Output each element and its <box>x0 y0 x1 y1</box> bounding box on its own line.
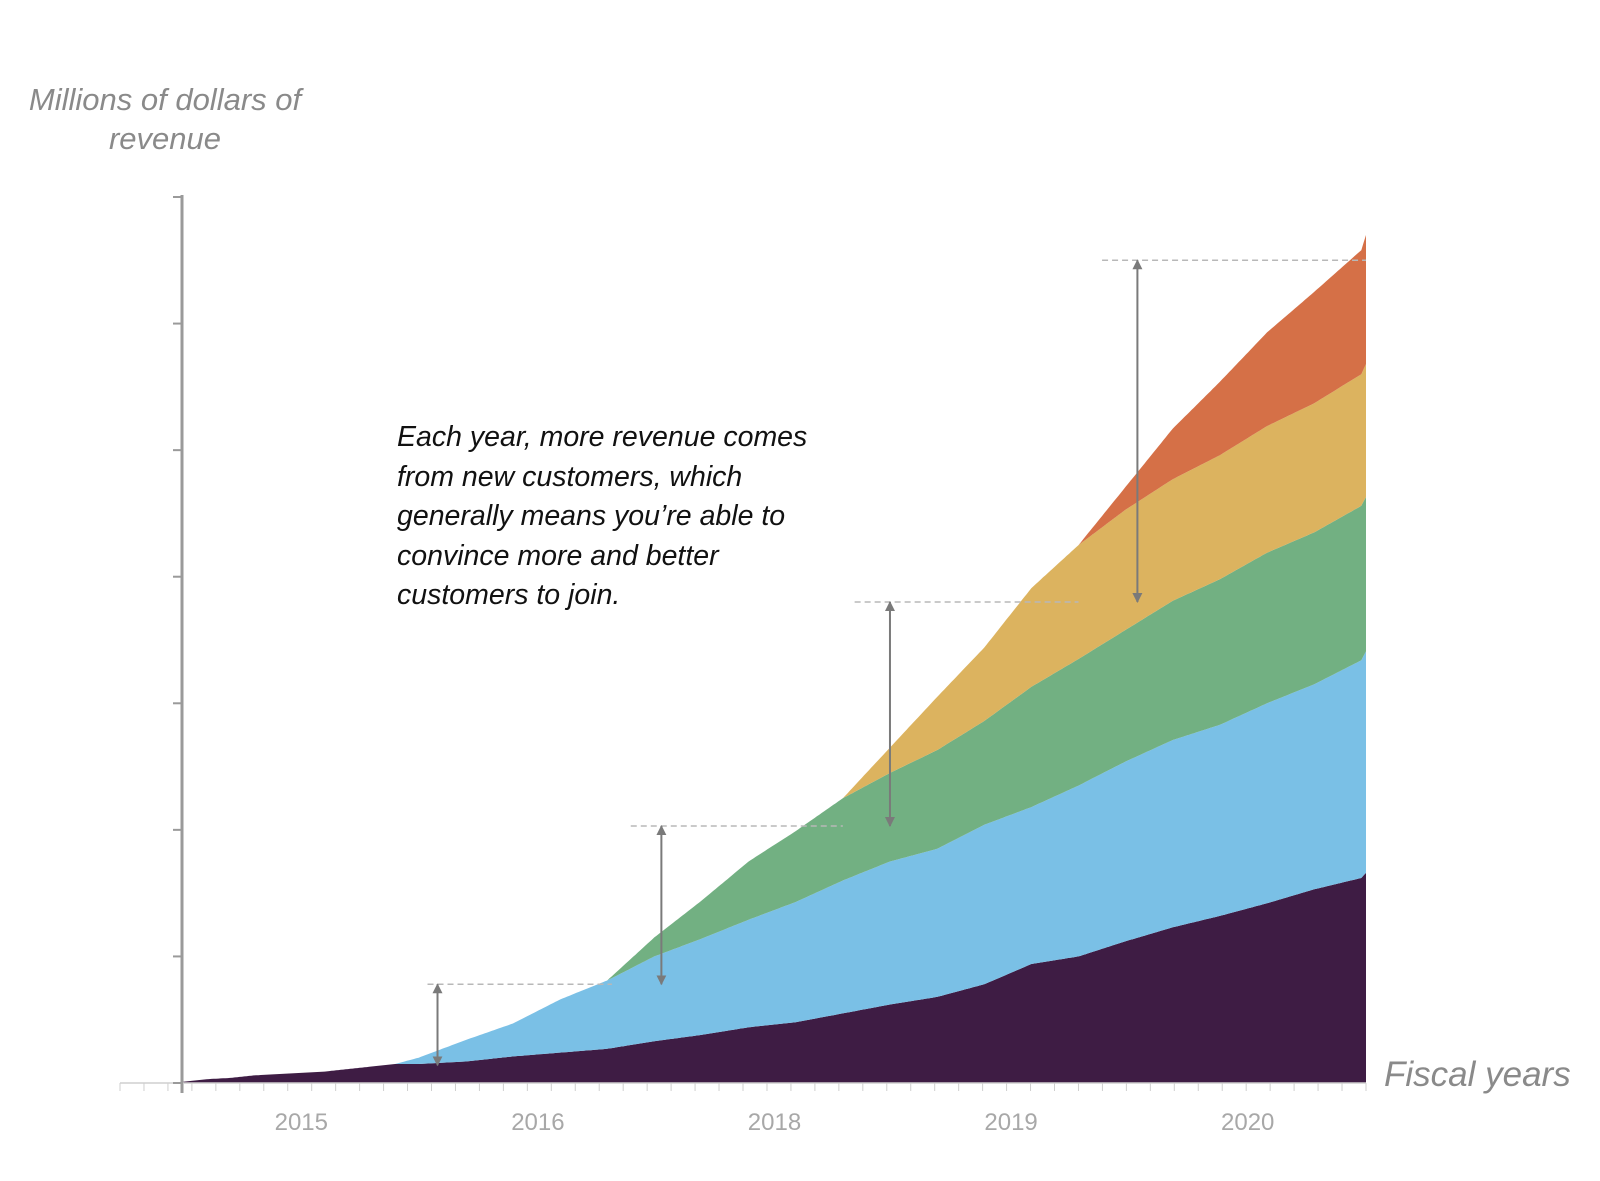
x-axis-label: Fiscal years <box>1384 1055 1571 1094</box>
stacked-areas <box>183 235 1366 1083</box>
x-tick-label: 2016 <box>511 1109 564 1136</box>
x-tick-label: 2020 <box>1221 1109 1274 1136</box>
y-axis-label: Millions of dollars of revenue <box>28 82 302 156</box>
annotation-text: Each year, more revenue comes from new c… <box>397 421 808 611</box>
x-tick-label: 2018 <box>748 1109 801 1136</box>
x-tick-label: 2019 <box>984 1109 1037 1136</box>
area-series-2 <box>183 651 1366 1082</box>
cohort-growth-markers <box>427 259 1366 1067</box>
x-tick-label: 2015 <box>275 1109 328 1136</box>
axes <box>119 195 1367 1093</box>
x-tick-labels: 2015 2016 2018 2019 2020 <box>275 1109 1275 1136</box>
area-series-1 <box>183 872 1366 1083</box>
